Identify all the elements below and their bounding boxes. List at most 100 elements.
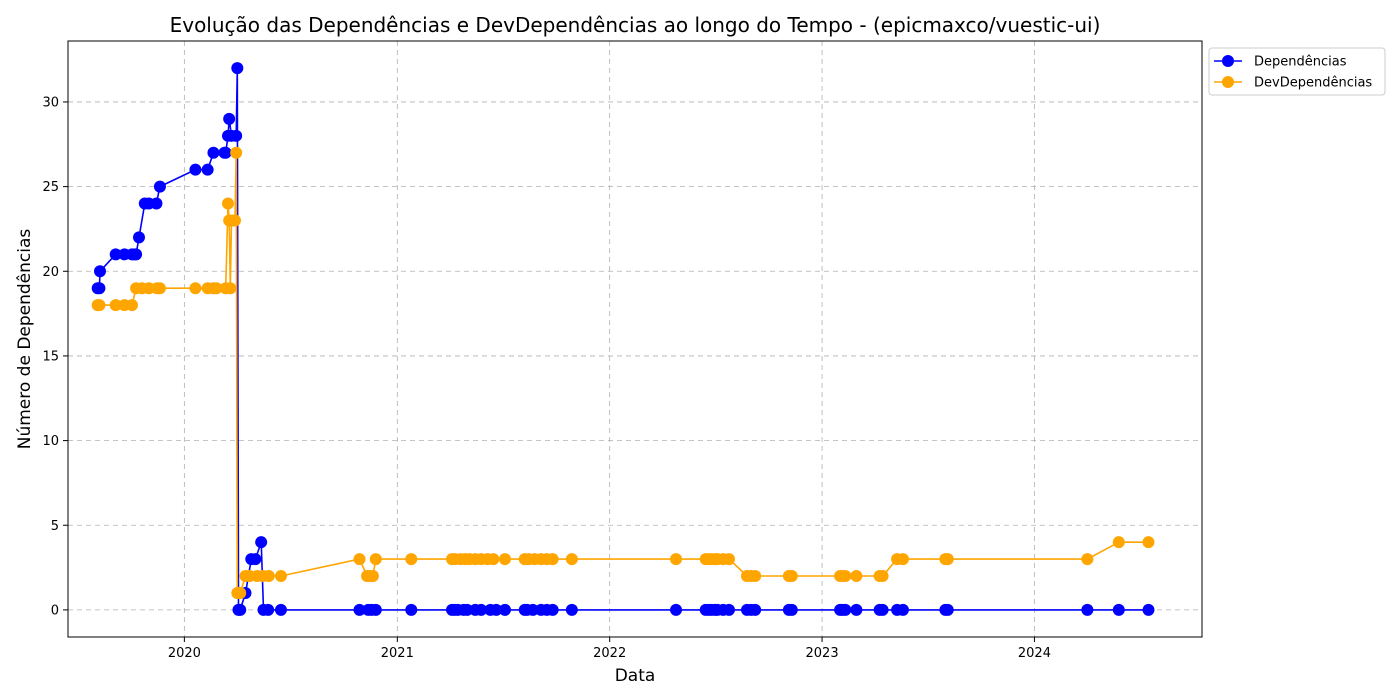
x-tick-label: 2021 — [381, 646, 414, 661]
data-point — [93, 282, 106, 295]
data-point — [1142, 536, 1155, 549]
data-point — [941, 603, 954, 616]
data-point — [210, 282, 223, 295]
data-point — [234, 603, 247, 616]
data-point — [850, 603, 863, 616]
data-point — [839, 603, 852, 616]
data-point — [876, 603, 889, 616]
data-point — [1081, 553, 1094, 566]
data-point — [405, 603, 418, 616]
data-point — [369, 603, 382, 616]
y-axis-label: Número de Dependências — [15, 229, 35, 450]
data-point — [93, 299, 106, 312]
data-point — [896, 603, 909, 616]
data-point — [546, 553, 559, 566]
series-layer — [91, 62, 1155, 616]
data-point — [670, 553, 683, 566]
x-tick-label: 2020 — [168, 646, 201, 661]
data-point — [223, 112, 236, 125]
data-point — [498, 553, 511, 566]
legend-marker — [1222, 55, 1234, 67]
y-tick-label: 20 — [42, 265, 59, 280]
data-point — [749, 603, 762, 616]
data-point — [230, 129, 243, 142]
data-point — [405, 553, 418, 566]
data-point — [109, 248, 122, 261]
data-point — [366, 570, 379, 583]
data-point — [876, 570, 889, 583]
x-tick-label: 2024 — [1018, 646, 1051, 661]
series-2 — [91, 146, 1155, 599]
y-axis: 0 5 10 15 20 25 30 — [42, 95, 68, 618]
legend-marker — [1222, 76, 1234, 88]
plot-frame — [67, 40, 1203, 638]
y-tick-label: 0 — [51, 603, 59, 618]
y-tick-label: 30 — [42, 95, 59, 110]
data-point — [255, 536, 268, 549]
y-tick-label: 15 — [42, 349, 59, 364]
data-point — [262, 570, 275, 583]
data-point — [565, 603, 578, 616]
data-point — [896, 553, 909, 566]
data-point — [1112, 603, 1125, 616]
chart-title: Evolução das Dependências e DevDependênc… — [170, 13, 1101, 37]
data-point — [228, 214, 241, 227]
y-tick-label: 25 — [42, 180, 59, 195]
data-point — [490, 603, 503, 616]
series-1 — [91, 62, 1155, 616]
data-point — [353, 603, 366, 616]
data-point — [189, 282, 202, 295]
data-point — [207, 146, 220, 159]
data-point — [132, 231, 145, 244]
data-point — [231, 62, 244, 75]
x-axis: 2020 2021 2022 2023 2024 — [168, 637, 1051, 661]
data-point — [224, 282, 237, 295]
data-point — [670, 603, 683, 616]
data-point — [839, 570, 852, 583]
data-point — [722, 553, 735, 566]
data-point — [109, 299, 122, 312]
legend-label: DevDependências — [1254, 76, 1372, 91]
data-point — [234, 586, 247, 599]
data-point — [546, 603, 559, 616]
y-tick-label: 5 — [51, 519, 59, 534]
series-line — [97, 152, 1149, 594]
data-point — [150, 197, 163, 210]
legend-item: Dependências — [1214, 55, 1347, 70]
data-point — [487, 553, 500, 566]
data-point — [565, 553, 578, 566]
y-tick-label: 10 — [42, 434, 59, 449]
data-point — [222, 197, 235, 210]
data-point — [274, 570, 287, 583]
data-point — [153, 180, 166, 193]
data-point — [130, 248, 143, 261]
data-point — [249, 553, 262, 566]
data-point — [1142, 603, 1155, 616]
x-axis-label: Data — [615, 666, 656, 686]
data-point — [230, 146, 243, 159]
data-point — [189, 163, 202, 176]
data-point — [850, 570, 863, 583]
data-point — [126, 299, 139, 312]
data-point — [153, 282, 166, 295]
legend-box — [1208, 47, 1386, 96]
data-point — [941, 553, 954, 566]
data-point — [1081, 603, 1094, 616]
data-point — [274, 603, 287, 616]
data-point — [219, 146, 232, 159]
data-point — [1112, 536, 1125, 549]
data-point — [475, 603, 488, 616]
data-point — [262, 603, 275, 616]
legend-label: Dependências — [1254, 55, 1347, 70]
series-line — [97, 68, 1149, 611]
data-point — [785, 570, 798, 583]
data-point — [722, 603, 735, 616]
data-point — [94, 265, 107, 278]
data-point — [785, 603, 798, 616]
x-tick-label: 2023 — [806, 646, 839, 661]
data-point — [353, 553, 366, 566]
legend: Dependências DevDependências — [1208, 47, 1386, 96]
data-point — [369, 553, 382, 566]
